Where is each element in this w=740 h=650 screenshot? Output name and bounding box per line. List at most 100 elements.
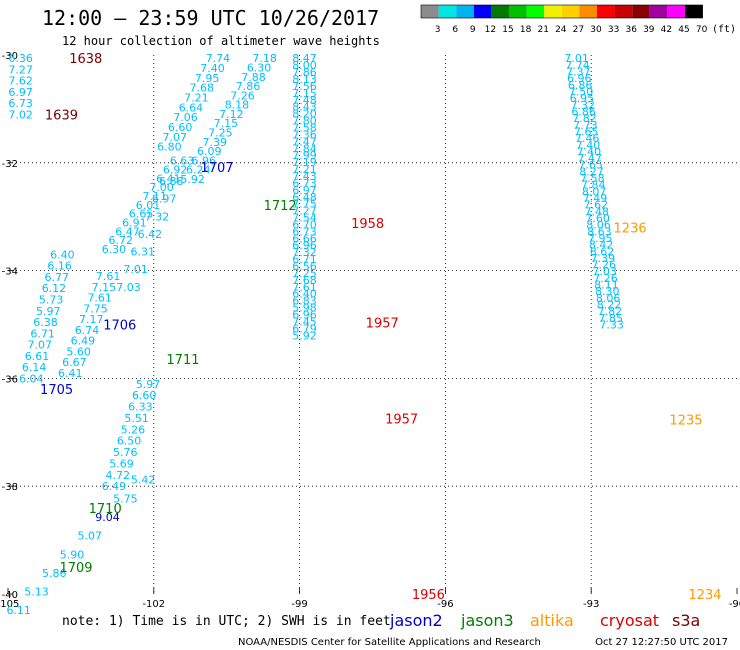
swh-value: 6.60 — [132, 389, 157, 402]
swh-value: 7.54 — [292, 212, 317, 225]
swh-value: 7.48 — [584, 205, 609, 218]
swh-value: 5.60 — [66, 345, 91, 358]
legend-satellite-s3a: s3a — [672, 611, 700, 630]
footer-credit: NOAA/NESDIS Center for Satellite Applica… — [238, 637, 541, 648]
swh-value: 7.45 — [292, 315, 317, 328]
pass-time-label: 1638 — [69, 52, 102, 67]
swh-value: 7.49 — [583, 192, 608, 205]
swh-value: 7.40 — [577, 145, 602, 158]
swh-value: 8.62 — [590, 245, 615, 258]
x-tick-label: -105 — [0, 599, 19, 610]
colorbar-label: 6 — [452, 25, 458, 35]
swh-value: 6.77 — [45, 271, 70, 284]
pass-time-label: 1639 — [45, 108, 78, 123]
pass-time-label: 1711 — [166, 353, 199, 368]
colorbar-swatch — [473, 5, 492, 18]
swh-value: 7.95 — [195, 72, 220, 85]
colorbar-swatch — [526, 5, 545, 18]
swh-value: 7.75 — [83, 302, 108, 315]
swh-value: 7.15 — [292, 87, 317, 100]
y-tick-label: -30 — [2, 51, 18, 62]
chart-title: 12:00 — 23:59 UTC 10/26/2017 — [42, 6, 379, 30]
legend-satellite-cryosat: cryosat — [600, 611, 659, 630]
swh-value: 7.07 — [163, 131, 188, 144]
colorbar-swatch — [667, 5, 685, 18]
swh-value: 7.50 — [569, 86, 594, 99]
swh-value: 7.74 — [565, 59, 590, 72]
pass-time-label: 1710 — [89, 502, 122, 517]
swh-value: 6.30 — [247, 62, 272, 75]
swh-value: 5.98 — [292, 302, 317, 315]
legend-satellite-jason3: jason3 — [460, 611, 514, 630]
swh-value: 7.58 — [292, 121, 317, 134]
swh-value: 7.65 — [574, 125, 599, 138]
swh-value: 6.04 — [19, 372, 44, 385]
pass-time-label: 1957 — [366, 316, 399, 331]
swh-value: 8.63 — [587, 225, 612, 238]
swh-value: 7.18 — [252, 52, 277, 65]
swh-value: 7.61 — [87, 292, 112, 305]
pass-time-label: 1956 — [412, 588, 445, 603]
swh-value: 8.06 — [586, 219, 611, 232]
swh-value: 7.68 — [292, 274, 317, 287]
pass-time-label: 1234 — [688, 588, 721, 603]
swh-value: 7.74 — [206, 52, 231, 65]
colorbar-label: 70 — [696, 25, 708, 35]
y-tick-label: -38 — [2, 482, 18, 493]
swh-value: 7.40 — [200, 62, 225, 75]
swh-value: 5.92 — [292, 329, 317, 342]
swh-value: 8.11 — [594, 279, 619, 292]
swh-value: 7.27 — [8, 63, 33, 76]
swh-value: 7.47 — [292, 135, 317, 148]
swh-value: 6.64 — [179, 101, 204, 114]
swh-value: 6.09 — [197, 145, 222, 158]
colorbar-label: 3 — [435, 25, 441, 35]
swh-value: 7.62 — [8, 75, 33, 88]
swh-value: 5.26 — [121, 423, 146, 436]
pass-time-label: 1707 — [200, 161, 233, 176]
colorbar-swatch — [438, 5, 457, 18]
swh-value: 6.66 — [292, 232, 317, 245]
swh-value: 6.41 — [156, 172, 181, 185]
swh-value: 8.22 — [597, 299, 622, 312]
swh-value: 6.73 — [292, 177, 317, 190]
swh-value: 7.00 — [149, 181, 174, 194]
swh-value: 6.49 — [102, 480, 127, 493]
x-tick-label: -93 — [583, 599, 599, 610]
swh-value: 6.40 — [50, 248, 75, 261]
swh-value: 7.12 — [219, 108, 244, 121]
swh-value: 7.01 — [123, 263, 148, 276]
swh-value: 6.12 — [42, 282, 67, 295]
swh-value: 6.61 — [25, 350, 50, 363]
swh-value: 6.49 — [71, 335, 96, 348]
y-tick-label: -34 — [2, 267, 18, 278]
pass-time-label: 1705 — [40, 383, 73, 398]
swh-value: 5.75 — [113, 492, 138, 505]
swh-value: 6.92 — [163, 163, 188, 176]
swh-value: 7.33 — [599, 319, 624, 332]
colorbar-frame — [420, 4, 703, 19]
x-tick-label: -96 — [437, 599, 453, 610]
swh-value: 6.36 — [8, 52, 33, 65]
swh-value: 7.26 — [591, 259, 616, 272]
swh-value: 7.82 — [598, 305, 623, 318]
colorbar: 3 6 9 12 15 18 21 24 27 30 33 36 39 42 45 70 — [420, 4, 708, 35]
y-tick-label: -40 — [2, 590, 18, 601]
swh-value: 6.96 — [292, 239, 317, 252]
colorbar-label: 33 — [608, 25, 619, 35]
swh-value: 7.07 — [28, 339, 53, 352]
swh-value: 6.74 — [75, 324, 100, 337]
colorbar-label: 42 — [661, 25, 672, 35]
swh-value: 7.43 — [292, 170, 317, 183]
swh-value: 7.46 — [575, 132, 600, 145]
legend-satellite-altika: altika — [530, 611, 574, 630]
colorbar-label: 24 — [555, 25, 567, 35]
swh-value: 6.86 — [571, 105, 596, 118]
colorbar-swatch — [421, 5, 439, 18]
colorbar-swatch — [579, 5, 597, 18]
colorbar-label: 15 — [502, 25, 513, 35]
swh-value: 6.83 — [292, 295, 317, 308]
swh-value: 7.86 — [292, 66, 317, 79]
swh-value: 6.41 — [58, 367, 83, 380]
swh-value: 7.19 — [292, 156, 317, 169]
